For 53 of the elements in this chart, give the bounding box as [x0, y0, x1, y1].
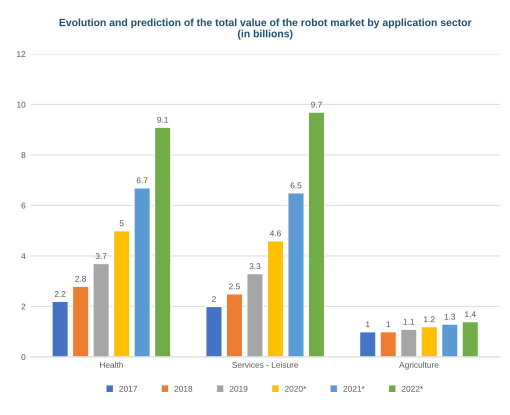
data-label: 1: [386, 321, 390, 328]
legend-label: 2021*: [343, 386, 365, 392]
bar: [400, 328, 418, 357]
data-label: 5: [120, 220, 124, 226]
data-label: 1.2: [424, 316, 435, 322]
data-label: 3.3: [249, 263, 260, 270]
y-tick-label: 6: [22, 202, 26, 209]
y-tick-label: 4: [21, 253, 26, 259]
data-label: 9.7: [311, 102, 322, 108]
y-tick-label: 8: [21, 152, 26, 158]
bar: [226, 293, 244, 357]
bar: [154, 126, 172, 357]
data-label: 2.8: [75, 276, 86, 282]
legend-label: 2022*: [402, 386, 424, 392]
bar: [461, 320, 480, 357]
bar: [205, 306, 223, 357]
data-label: 4.6: [270, 230, 281, 236]
bar: [92, 262, 110, 357]
bar: [51, 300, 70, 357]
legend-label: 2017: [119, 386, 138, 392]
y-tick-label: 2: [22, 304, 26, 310]
bar: [133, 187, 152, 357]
legend-label: 2020*: [284, 386, 306, 392]
data-label: 9.1: [157, 116, 168, 123]
y-tick-label: 0: [21, 354, 26, 360]
x-tick-label: Agriculture: [399, 362, 439, 370]
bar: [246, 272, 264, 357]
bar: [420, 326, 438, 357]
legend-label: 2018: [174, 386, 192, 392]
x-tick-label: Health: [100, 362, 123, 368]
data-label: 3.7: [96, 253, 107, 260]
x-tick-label: Services - Leisure: [232, 362, 298, 368]
bar: [112, 230, 131, 357]
data-label: 2.5: [229, 283, 240, 290]
bar: [358, 330, 377, 357]
bar: [379, 330, 398, 357]
bar: [440, 323, 459, 357]
y-tick-label: 12: [17, 51, 26, 57]
chart-title: Evolution and prediction of the total value of the robot market by application sector (in billions): [60, 18, 472, 40]
legend-label: 2019: [230, 386, 248, 392]
data-label: 6.7: [136, 177, 148, 184]
data-label: 1.1: [404, 318, 414, 325]
data-label: 6.5: [290, 182, 302, 188]
data-label: 2.2: [54, 291, 66, 297]
y-tick-label: 10: [17, 102, 26, 108]
data-label: 1.3: [444, 314, 456, 320]
data-label: 1.4: [465, 311, 476, 318]
bar: [308, 111, 326, 357]
data-label: 1: [366, 321, 370, 328]
bar: [287, 192, 305, 357]
data-label: 2: [212, 296, 216, 302]
bar: [72, 286, 90, 357]
bar: [266, 240, 284, 357]
